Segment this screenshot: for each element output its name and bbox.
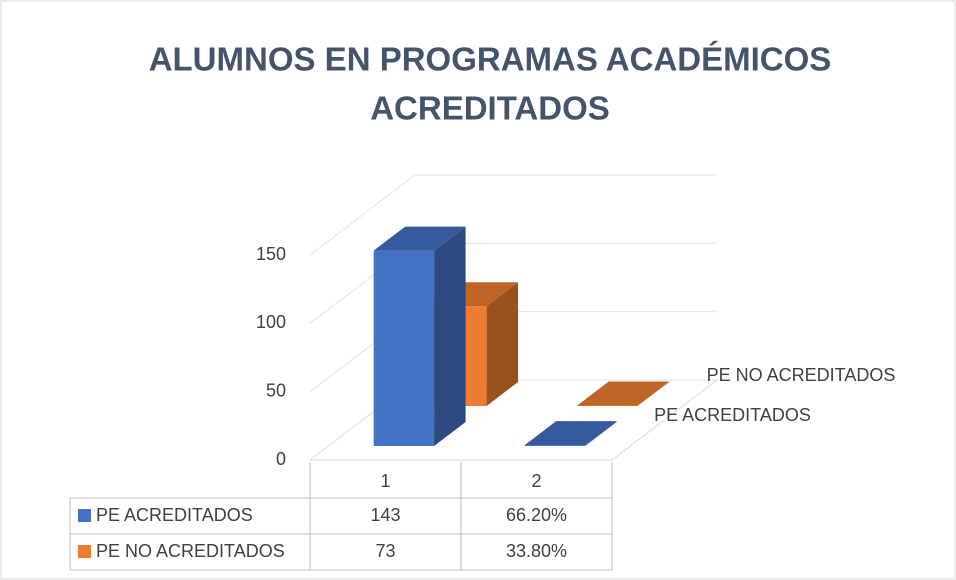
depth-axis-label: PE ACREDITADOS — [654, 405, 811, 425]
table-value: 143 — [370, 505, 400, 525]
table-value: 73 — [375, 541, 395, 561]
y-tick-label: 100 — [256, 312, 286, 332]
bar-front — [373, 250, 435, 446]
x-tick-label: 2 — [531, 471, 541, 491]
bar — [524, 421, 617, 446]
legend-label: PE NO ACREDITADOS — [96, 541, 285, 561]
grid-line — [309, 174, 717, 256]
y-tick-label: 50 — [266, 380, 286, 400]
bar-top — [373, 226, 466, 251]
table-value: 66.20% — [506, 505, 567, 525]
y-tick-label: 0 — [276, 449, 286, 469]
bar-top — [577, 381, 670, 406]
bar — [577, 381, 670, 406]
bar-top — [524, 421, 617, 446]
legend-swatch — [78, 509, 91, 522]
bar — [373, 226, 466, 446]
y-tick-label: 150 — [256, 244, 286, 264]
bar-side — [585, 421, 617, 446]
chart-title: ALUMNOS EN PROGRAMAS ACADÉMICOS — [149, 41, 832, 78]
depth-axis-label: PE NO ACREDITADOS — [707, 365, 896, 385]
legend-swatch — [78, 545, 91, 558]
chart-title: ACREDITADOS — [370, 90, 610, 127]
table-value: 33.80% — [506, 541, 567, 561]
bar-side — [486, 282, 519, 406]
x-tick-label: 1 — [380, 471, 390, 491]
legend-label: PE ACREDITADOS — [96, 505, 253, 525]
bar-side — [637, 381, 670, 406]
bar-side — [434, 226, 466, 446]
bar-front — [524, 445, 586, 446]
